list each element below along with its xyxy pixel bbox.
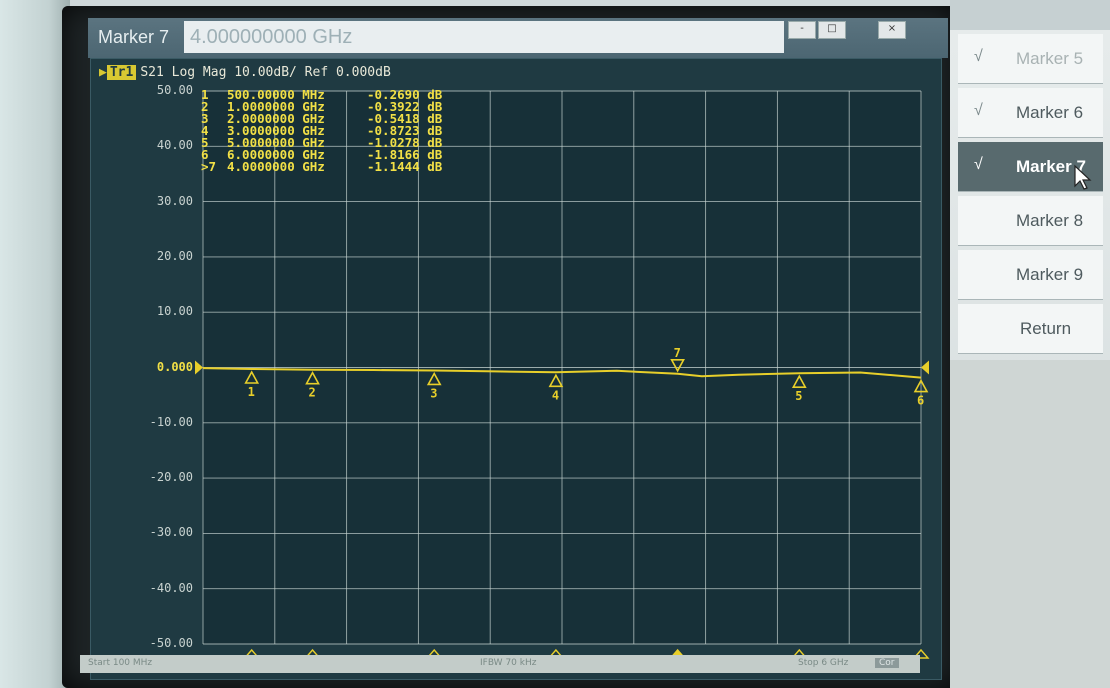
softkey-marker-7[interactable]: √ Marker 7 (958, 142, 1103, 192)
mouse-pointer-icon (1074, 164, 1092, 190)
marker-readout-mfreq: 2.0000000 GHz (227, 111, 325, 126)
marker-readout-mfreq: 1.0000000 GHz (227, 99, 325, 114)
check-icon: √ (974, 102, 983, 119)
marker-readout-row: 3 2.0000000 GHz -0.5418 dB (201, 111, 443, 126)
y-tick-label: 20.00 (156, 248, 193, 263)
marker-readout-mval: -0.5418 dB (367, 111, 443, 126)
marker-readout-row: 5 5.0000000 GHz -1.0278 dB (201, 135, 443, 150)
marker-readout-mfreq: 3.0000000 GHz (227, 123, 325, 138)
y-tick-label: -10.00 (149, 414, 193, 429)
y-tick-label: -30.00 (149, 525, 193, 540)
s21-trace (202, 367, 922, 379)
status-bar: Start 100 MHz IFBW 70 kHz Stop 6 GHz Cor (80, 655, 920, 673)
marker-6-label: 6 (917, 394, 924, 408)
marker-7-indicator (670, 359, 685, 373)
marker-5-label: 5 (795, 389, 802, 403)
y-tick-label: 50.00 (156, 83, 193, 97)
stop-frequency: Stop 6 GHz (798, 658, 849, 668)
marker-readout-mval: -0.2690 dB (367, 87, 443, 102)
marker-4-indicator (548, 373, 564, 388)
marker-readout-row: 4 3.0000000 GHz -0.8723 dB (201, 123, 443, 138)
y-tick-label: -50.00 (149, 636, 193, 650)
trace-plot: 1 2 3 4 5 67 (195, 90, 930, 659)
start-frequency: Start 100 MHz (88, 658, 153, 668)
marker-readout-row: >7 4.0000000 GHz -1.1444 dB (201, 159, 443, 174)
reference-right-arrow (921, 360, 929, 375)
marker-readout-mid: 6 (201, 147, 209, 162)
panel-background (950, 360, 1110, 688)
marker-entry-bar: Marker 7 4.000000000 GHz - □ × (88, 18, 948, 58)
minimize-button[interactable]: - (788, 21, 816, 39)
softkey-title-bar (950, 0, 1110, 30)
marker-readout-mfreq: 500.00000 MHz (227, 87, 325, 102)
close-button[interactable]: × (878, 21, 906, 39)
softkey-label: Marker 8 (1016, 211, 1084, 230)
softkey-marker-6[interactable]: √ Marker 6 (958, 88, 1103, 138)
marker-1-label: 1 (248, 385, 255, 399)
marker-readout-mval: -0.8723 dB (367, 123, 443, 138)
marker-readout-mfreq: 6.0000000 GHz (227, 147, 325, 162)
softkey-label: Marker 7 (1016, 157, 1086, 176)
monitor-bezel (0, 0, 70, 688)
softkey-label: Marker 9 (1016, 265, 1084, 284)
marker-1-indicator (244, 370, 260, 384)
check-icon: √ (974, 156, 983, 173)
marker-2-indicator (305, 370, 320, 385)
y-tick-label: 30.00 (156, 193, 193, 208)
marker-readout-mid: 3 (201, 111, 209, 126)
marker-readout-row: 1 500.00000 MHz -0.2690 dB (201, 87, 443, 102)
softkey-label: Return (1020, 319, 1072, 338)
marker-readout-mid: 5 (201, 135, 209, 150)
y-tick-label: 10.00 (156, 304, 193, 319)
marker-6-axis-triangle (912, 648, 930, 659)
marker-readout-table: 1 500.00000 MHz -0.2690 dB 2 1.0000000 GHz -0… (201, 87, 443, 174)
marker-readout-row: 2 1.0000000 GHz -0.3922 dB (201, 99, 443, 114)
reference-left-arrow (195, 360, 203, 375)
trace-settings: S21 Log Mag 10.00dB/ Ref 0.000dB (140, 65, 391, 80)
marker-readout-mid: 2 (201, 99, 209, 114)
y-tick-label: -40.00 (149, 580, 193, 595)
marker-readout-row: 6 6.0000000 GHz -1.8166 dB (201, 147, 443, 162)
marker-frequency-input[interactable]: 4.000000000 GHz (184, 21, 784, 53)
softkey-marker-9[interactable]: Marker 9 (958, 250, 1103, 300)
marker-readout-mid: 1 (201, 87, 209, 102)
softkey-label: Marker 5 (1016, 49, 1084, 68)
marker-readout-mfreq: 4.0000000 GHz (227, 159, 325, 174)
marker-readout-mid: 4 (201, 123, 209, 138)
marker-readout-mval: -1.8166 dB (367, 147, 443, 162)
marker-5-indicator (791, 374, 807, 388)
marker-readout-mval: -1.0278 dB (367, 135, 443, 150)
y-tick-label: 40.00 (156, 138, 193, 153)
marker-readout-mval: -1.1444 dB (367, 159, 443, 174)
y-tick-label: -20.00 (149, 470, 193, 485)
marker-readout-mid: >7 (201, 159, 217, 174)
trace-header[interactable]: ▶ Tr1 S21 Log Mag 10.00dB/ Ref 0.000dB (99, 65, 391, 80)
marker-readout-mfreq: 5.0000000 GHz (227, 135, 325, 150)
softkey-label: Marker 6 (1016, 103, 1084, 122)
marker-3-indicator (426, 371, 442, 386)
softkey-marker-8[interactable]: Marker 8 (958, 196, 1103, 246)
marker-3-label: 3 (430, 386, 437, 400)
ifbw: IFBW 70 kHz (480, 658, 537, 668)
check-icon: √ (974, 48, 983, 65)
entry-label: Marker 7 (98, 27, 170, 47)
trace-tag[interactable]: Tr1 (106, 65, 137, 80)
correction-badge: Cor (875, 658, 899, 668)
marker-7-label: 7 (674, 346, 681, 360)
y-tick-label: 0.000 (156, 359, 193, 374)
softkey-return[interactable]: Return (958, 304, 1103, 354)
marker-2-label: 2 (309, 386, 316, 400)
marker-4-label: 4 (552, 388, 559, 402)
maximize-button[interactable]: □ (818, 21, 846, 39)
marker-readout-mval: -0.3922 dB (367, 99, 443, 114)
marker-6-indicator (913, 378, 929, 393)
softkey-marker-5[interactable]: √ Marker 5 (958, 34, 1103, 84)
